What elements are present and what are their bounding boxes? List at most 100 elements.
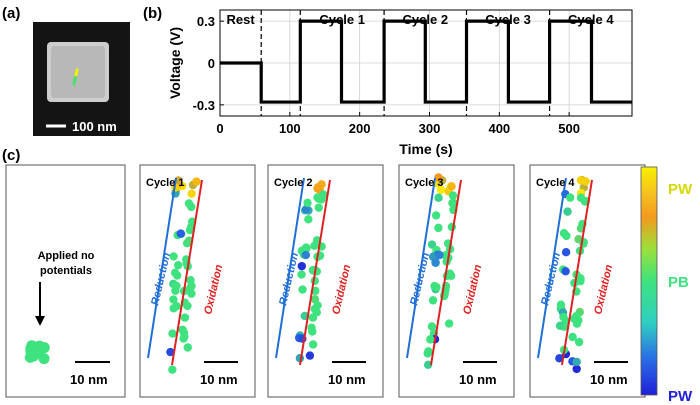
colorbar-bottom-label: PW: [668, 388, 693, 405]
data-point: [559, 312, 568, 322]
data-point: [301, 250, 311, 260]
segment-label: Cycle 2: [403, 12, 449, 27]
segment-label: Cycle 3: [485, 12, 531, 27]
oxidation-label: Oxidation: [461, 263, 484, 315]
data-point: [304, 215, 313, 224]
cycle-panel-3: Cycle 3 Reduction Oxidation 10 nm: [398, 164, 515, 398]
data-point: [432, 282, 441, 292]
x-axis-label: Time (s): [399, 141, 452, 157]
oxidation-label: Oxidation: [592, 263, 615, 315]
data-point: [314, 194, 324, 203]
cycle-title: Cycle 3: [405, 177, 444, 189]
data-point: [307, 323, 316, 332]
data-point: [444, 319, 454, 328]
y-tick-label: 0: [208, 56, 215, 71]
oxidation-label: Oxidation: [202, 263, 225, 315]
data-point: [426, 335, 435, 344]
data-point: [563, 207, 572, 216]
data-point: [561, 248, 571, 257]
data-point: [423, 349, 432, 358]
data-point: [576, 276, 585, 286]
data-point: [178, 325, 187, 334]
data-point: [297, 261, 307, 271]
cycle-frame: [267, 164, 384, 398]
data-point: [427, 322, 437, 331]
colorbar-top-label: PW: [668, 181, 693, 198]
y-ticks: 0.3 0 -0.3: [193, 14, 224, 113]
reduction-line: [406, 177, 436, 359]
reduction-label: Reduction: [539, 251, 563, 306]
data-point: [301, 204, 311, 214]
panel-label-b: (b): [143, 5, 162, 22]
reduction-label: Reduction: [408, 251, 432, 306]
arrow-head-icon: [35, 316, 45, 326]
data-point: [180, 332, 189, 341]
data-point: [574, 337, 584, 347]
data-point: [448, 191, 458, 200]
data-point: [572, 319, 582, 328]
reduction-label: Reduction: [277, 251, 301, 306]
data-point: [581, 177, 590, 186]
cycle-title: Cycle 2: [274, 177, 313, 189]
segment-label: Cycle 1: [319, 12, 365, 27]
cycle-labels: Rest Cycle 1 Cycle 2 Cycle 3 Cycle 4: [227, 12, 615, 27]
data-point: [166, 347, 175, 357]
data-point: [308, 340, 318, 349]
data-point: [169, 252, 178, 261]
segment-label: Rest: [227, 12, 256, 27]
data-point: [434, 173, 443, 182]
cycle-title: Cycle 1: [146, 177, 185, 189]
data-point: [434, 193, 443, 202]
data-point: [25, 345, 37, 357]
data-point: [172, 281, 181, 291]
data-point: [312, 308, 321, 317]
data-point: [561, 267, 570, 276]
x-tick-label: 300: [419, 121, 441, 136]
cycle-panel-2: Cycle 2 Reduction Oxidation 10 nm: [267, 164, 384, 398]
cycle-frame: [139, 164, 256, 398]
y-tick-label: -0.3: [193, 98, 215, 113]
data-point: [562, 231, 571, 241]
x-tick-label: 400: [488, 121, 510, 136]
data-point: [185, 225, 195, 235]
x-tick-label: 0: [216, 121, 223, 136]
data-point: [303, 198, 312, 208]
control-annotation-line2: potentials: [40, 265, 92, 277]
data-point: [168, 329, 177, 338]
cycle-panel-4: Cycle 4 Reduction Oxidation 10 nm: [529, 164, 646, 398]
data-point: [566, 193, 575, 202]
control-annotation-line1: Applied no: [38, 250, 95, 262]
colorbar-middle-label: PB: [668, 274, 689, 291]
panel-label-a: (a): [2, 5, 20, 22]
data-point: [314, 203, 324, 212]
sem-scale-label: 100 nm: [72, 119, 117, 134]
data-point: [187, 202, 196, 212]
data-point: [572, 364, 581, 374]
y-axis-label: Voltage (V): [167, 27, 183, 99]
cycle-title: Cycle 4: [536, 177, 575, 189]
y-tick-label: 0.3: [197, 14, 215, 29]
data-point: [180, 313, 190, 322]
reduction-line: [537, 177, 567, 359]
segment-label: Cycle 4: [568, 12, 614, 27]
data-point: [555, 321, 565, 330]
data-point: [186, 275, 195, 285]
data-point: [38, 342, 50, 354]
data-point: [555, 354, 564, 363]
data-point: [436, 185, 446, 194]
data-point: [174, 260, 183, 270]
data-point: [568, 332, 577, 342]
data-point: [176, 229, 185, 238]
data-point: [435, 250, 444, 260]
oxidation-line: [430, 179, 462, 366]
data-point: [170, 268, 180, 277]
colorbar: PW PB PW: [640, 166, 693, 405]
data-point: [431, 258, 440, 267]
data-point: [434, 223, 443, 233]
cycle-frame: [398, 164, 515, 398]
reduction-line: [147, 177, 177, 359]
cycle-panels: Cycle 1 Reduction Oxidation 10 nm Cycle 2 Red…: [139, 164, 646, 398]
oxidation-line: [561, 179, 593, 366]
